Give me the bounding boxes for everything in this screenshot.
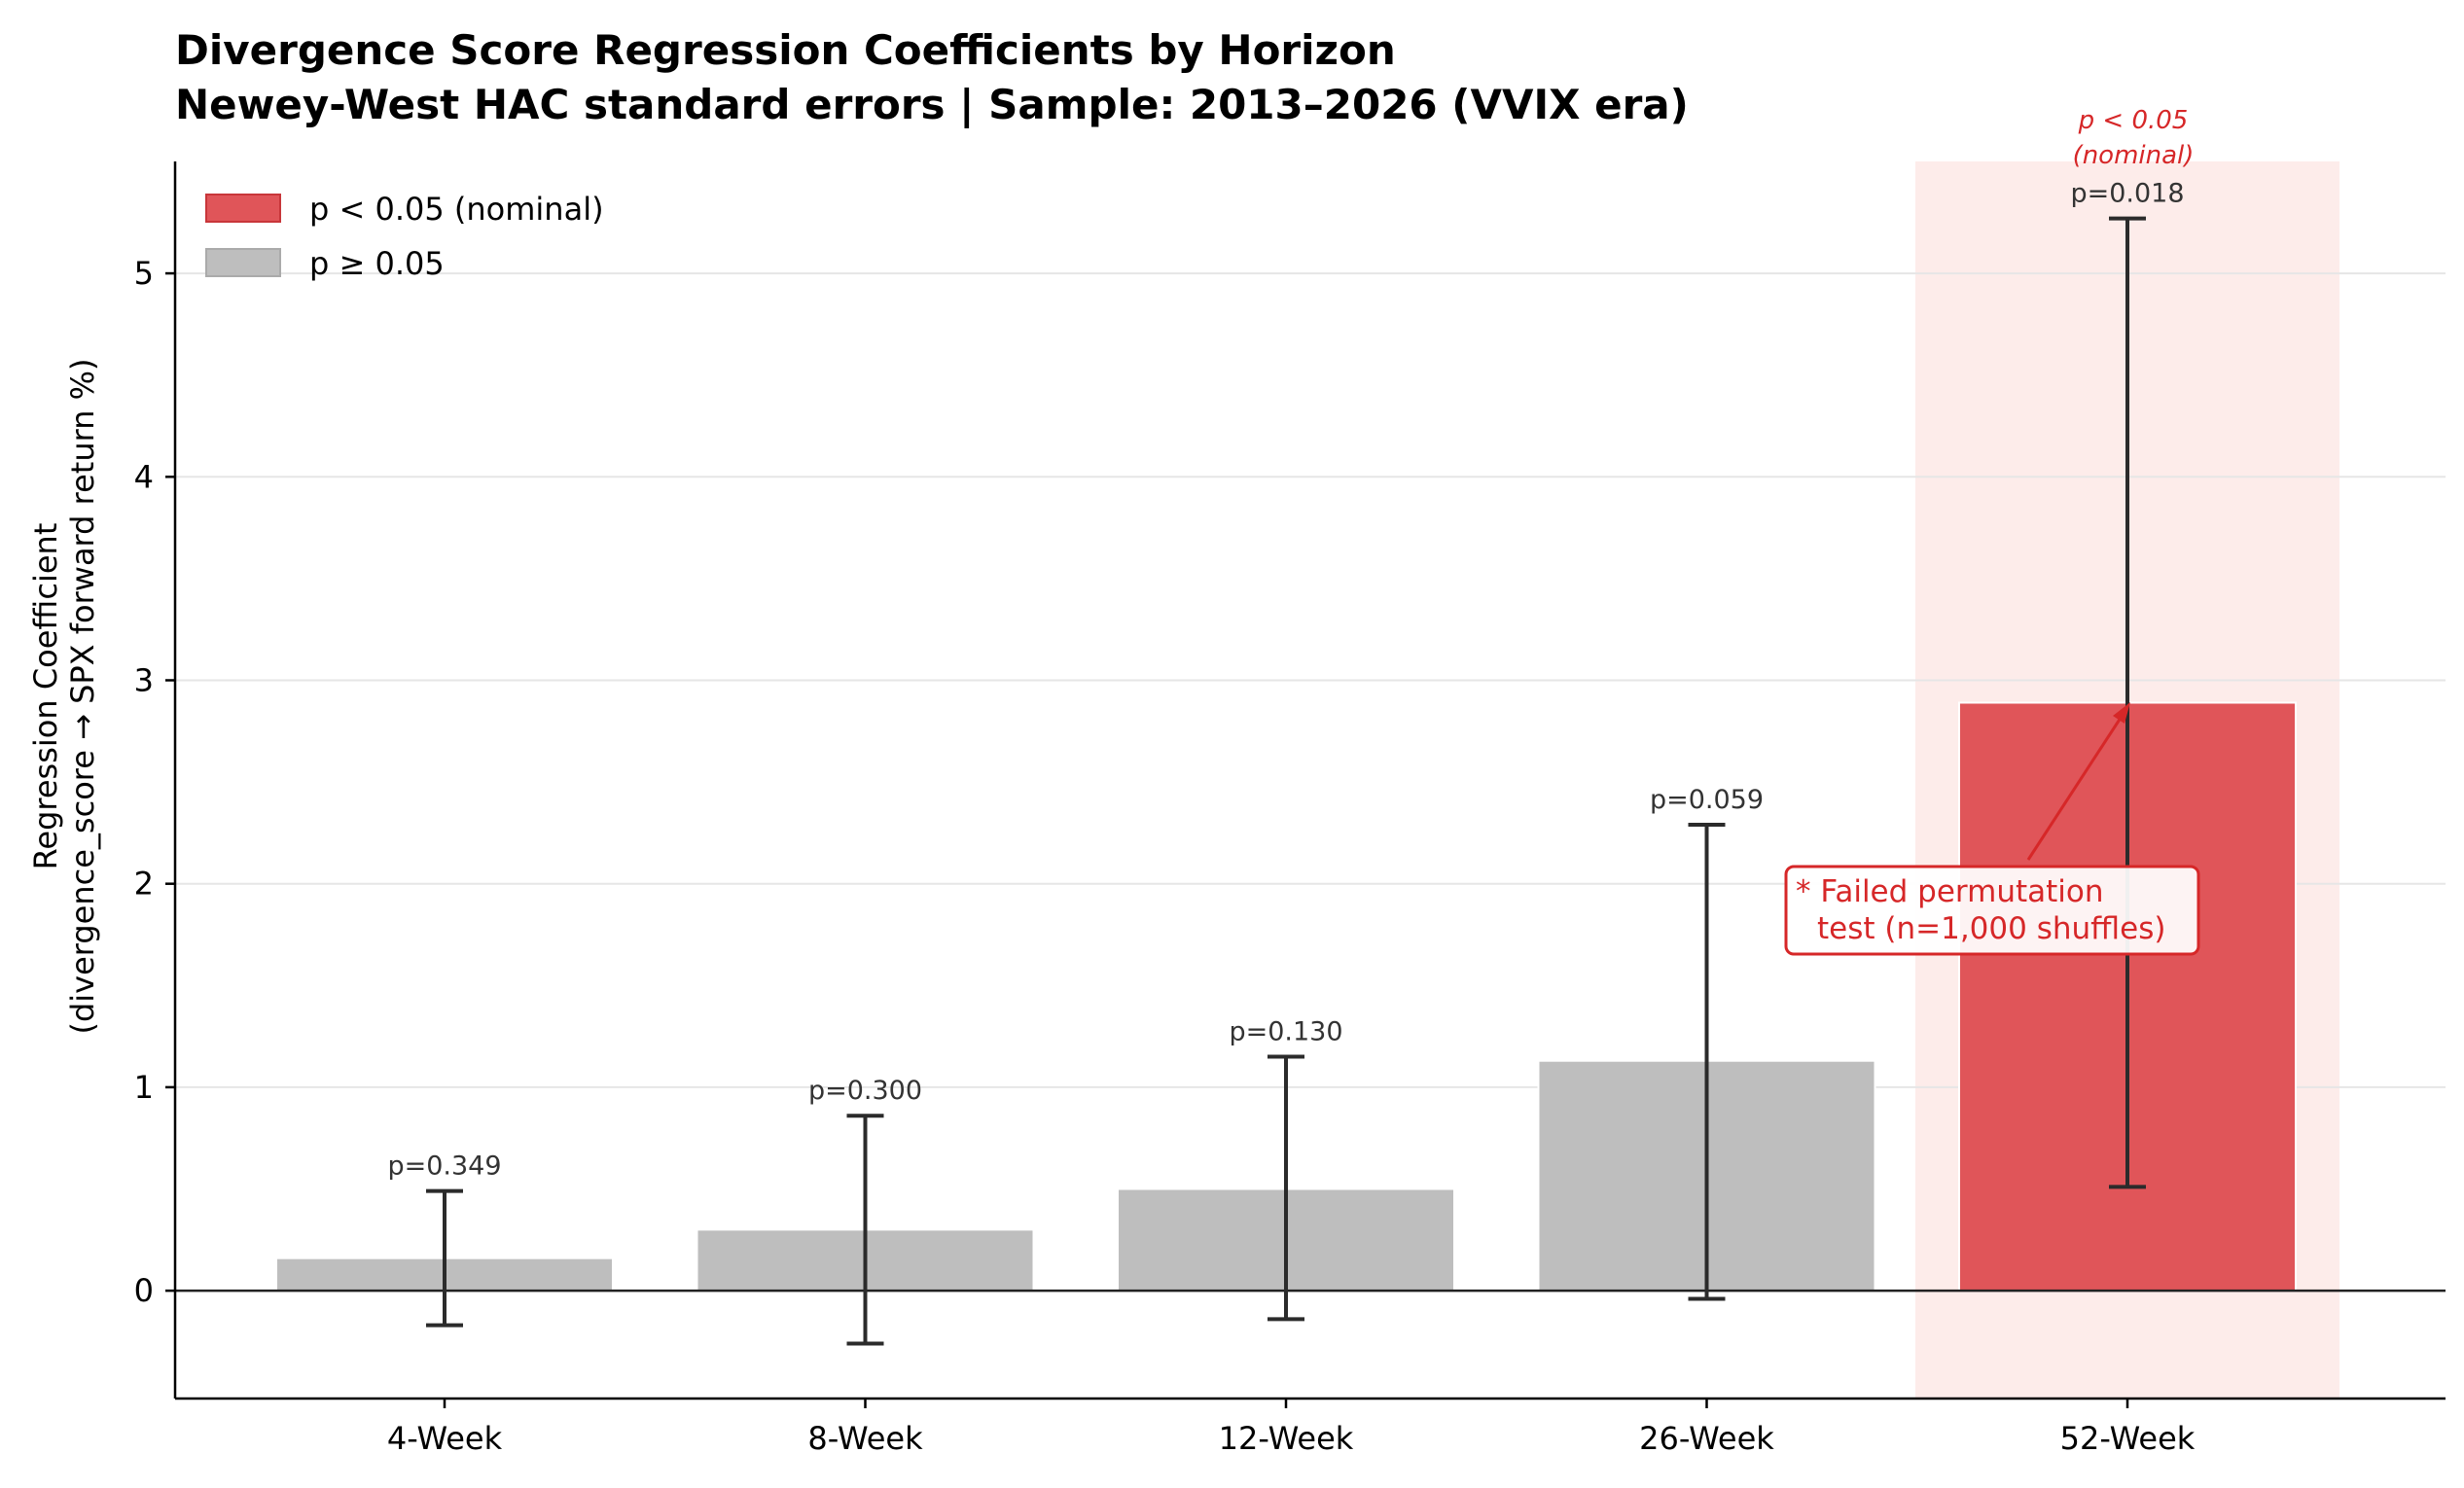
y-tick-label: 0 xyxy=(134,1272,154,1309)
y-axis-label-line2: (divergence_score → SPX forward return %… xyxy=(64,358,101,1034)
axis-layer: 0 1 2 3 4 5 4-Week 8-Week 12-Week 26-Week 52-Week xyxy=(134,161,2446,1457)
y-tick-label: 2 xyxy=(134,866,154,903)
p-value-label: p=0.300 xyxy=(808,1076,922,1106)
x-tick-label: 12-Week xyxy=(1219,1420,1354,1457)
legend: p < 0.05 (nominal) p ≥ 0.05 xyxy=(205,191,604,282)
p-value-label: p=0.018 xyxy=(2070,179,2184,209)
legend-label-significant: p < 0.05 (nominal) xyxy=(309,191,604,228)
p-value-label: p=0.130 xyxy=(1229,1017,1342,1047)
p-label-layer: p=0.349 p=0.300 p=0.130 p=0.059 p=0.018 xyxy=(387,179,2184,1182)
y-tick-label: 1 xyxy=(134,1069,154,1106)
legend-swatch-significant xyxy=(205,194,281,223)
y-tick-label: 5 xyxy=(134,255,154,292)
permutation-note-box xyxy=(1784,865,2200,956)
x-tick-label: 4-Week xyxy=(387,1420,503,1457)
chart-title: Divergence Score Regression Coefficients… xyxy=(175,26,1396,74)
y-axis-title: Regression Coefficient (divergence_score… xyxy=(27,358,101,1034)
x-tick-label: 26-Week xyxy=(1639,1420,1774,1457)
chart-subtitle: Newey-West HAC standard errors | Sample:… xyxy=(175,81,1689,128)
legend-label-nonsignificant: p ≥ 0.05 xyxy=(309,245,445,282)
errorbar-layer xyxy=(426,216,2146,1346)
annotation-layer: p < 0.05 (nominal) * Failed permutation … xyxy=(1784,106,2200,956)
annotation-arrow-line xyxy=(2026,714,2125,861)
x-tick-label: 52-Week xyxy=(2060,1420,2196,1457)
p-value-label: p=0.349 xyxy=(387,1151,501,1182)
p-value-label: p=0.059 xyxy=(1650,785,1764,815)
y-axis-label-line1: Regression Coefficient xyxy=(27,523,64,870)
y-tick-label: 4 xyxy=(134,458,154,495)
y-tick-label: 3 xyxy=(134,661,154,698)
annotation-arrow-head xyxy=(2113,702,2130,724)
sig-annotation-line1: p < 0.05 xyxy=(2078,106,2189,135)
permutation-note-line1: * Failed permutation xyxy=(1796,874,2104,909)
permutation-note-line2: test (n=1,000 shuffles) xyxy=(1817,911,2165,946)
sig-annotation-line2: (nominal) xyxy=(2073,141,2195,170)
x-tick-label: 8-Week xyxy=(807,1420,923,1457)
legend-swatch-nonsignificant xyxy=(205,248,281,277)
